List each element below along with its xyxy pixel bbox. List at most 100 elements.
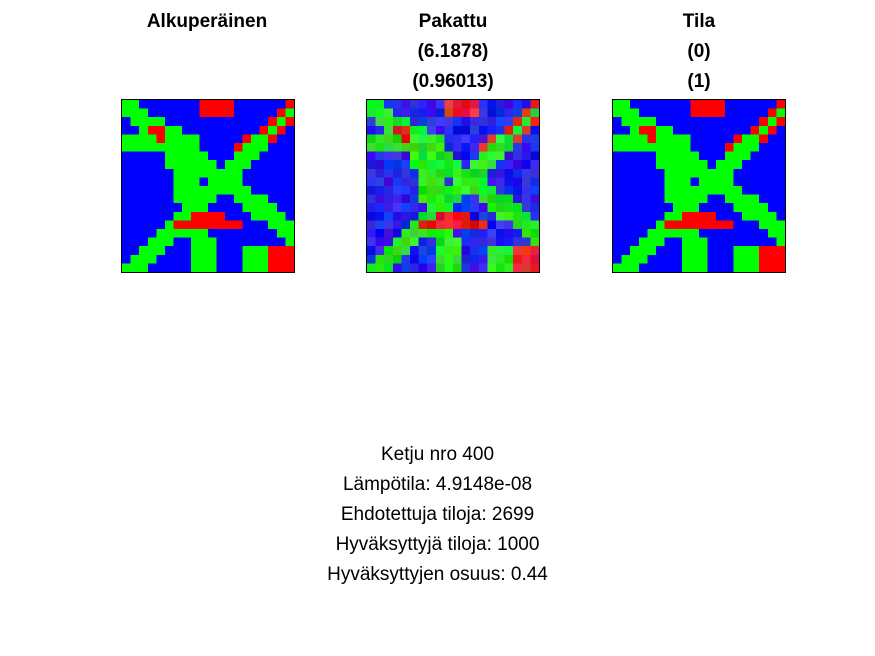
pixel-cell xyxy=(521,125,531,135)
pixel-cell xyxy=(681,134,691,144)
pixel-cell xyxy=(750,203,760,212)
pixel-cell xyxy=(122,117,131,126)
pixel-cell xyxy=(375,263,385,272)
pixel-cell xyxy=(435,229,445,238)
pixel-cell xyxy=(259,108,269,118)
pixel-cell xyxy=(461,211,471,221)
pixel-cell xyxy=(750,211,760,221)
panel-original-header: Alkuperäinen xyxy=(82,0,332,37)
pixel-cell xyxy=(513,168,522,178)
pixel-cell xyxy=(225,194,234,204)
proposed-states: Ehdotettuja tiloja: 2699 xyxy=(340,504,535,525)
pixel-cell xyxy=(444,194,454,204)
pixel-cell xyxy=(656,108,665,118)
pixel-cell xyxy=(733,211,743,221)
pixel-cell xyxy=(647,194,657,204)
pixel-cell xyxy=(251,211,260,221)
pixel-cell xyxy=(375,211,385,221)
pixel-cell xyxy=(444,263,454,272)
pixel-cell xyxy=(733,177,743,187)
pixel-cell xyxy=(242,220,252,230)
pixel-cell xyxy=(690,160,700,169)
pixel-cell xyxy=(470,246,479,255)
pixel-cell xyxy=(165,117,174,126)
pixel-cell xyxy=(750,117,760,126)
pixel-cell xyxy=(621,143,631,152)
pixel-cell xyxy=(733,229,743,238)
pixel-cell xyxy=(759,203,768,212)
pixel-cell xyxy=(242,186,252,195)
pixel-cell xyxy=(767,125,777,135)
pixel-cell xyxy=(242,168,252,178)
pixel-cell xyxy=(630,117,639,126)
pixel-cell xyxy=(664,194,674,204)
pixel-cell xyxy=(664,160,674,169)
pixel-cell xyxy=(410,177,419,187)
chain-number: Ketju nro 400 xyxy=(380,444,495,465)
pixel-cell xyxy=(776,237,785,247)
pixel-cell xyxy=(681,168,691,178)
pixel-cell xyxy=(410,134,419,144)
pixel-cell xyxy=(759,143,768,152)
pixel-cell xyxy=(435,186,445,195)
pixel-cell xyxy=(384,168,393,178)
pixel-cell xyxy=(750,125,760,135)
pixel-cell xyxy=(147,263,157,272)
pixel-cell xyxy=(664,237,674,247)
pixel-cell xyxy=(156,117,166,126)
pixel-cell xyxy=(259,211,269,221)
pixel-cell xyxy=(173,100,183,109)
pixel-cell xyxy=(664,254,674,264)
pixel-cell xyxy=(418,246,428,255)
pixel-cell xyxy=(156,237,166,247)
state-image xyxy=(612,99,786,273)
pixel-cell xyxy=(733,125,743,135)
pixel-cell xyxy=(699,220,708,230)
pixel-cell xyxy=(233,125,243,135)
pixel-cell xyxy=(461,168,471,178)
pixel-cell xyxy=(418,151,428,161)
pixel-cell xyxy=(690,125,700,135)
pixel-cell xyxy=(233,100,243,109)
pixel-cell xyxy=(418,168,428,178)
pixel-cell xyxy=(638,246,648,255)
pixel-cell xyxy=(444,125,454,135)
pixel-cell xyxy=(690,108,700,118)
pixel-cell xyxy=(418,186,428,195)
pixel-cell xyxy=(504,108,514,118)
pixel-cell xyxy=(375,100,385,109)
pixel-cell xyxy=(647,160,657,169)
pixel-cell xyxy=(767,117,777,126)
pixel-cell xyxy=(647,108,657,118)
pixel-cell xyxy=(716,125,725,135)
pixel-cell xyxy=(673,160,682,169)
pixel-cell xyxy=(750,151,760,161)
panel-compressed-value-2: (0.96013) xyxy=(412,71,494,92)
pixel-cell xyxy=(724,168,734,178)
pixel-cell xyxy=(251,177,260,187)
pixel-cell xyxy=(733,143,743,152)
pixel-cell xyxy=(470,237,479,247)
pixel-cell xyxy=(367,108,376,118)
pixel-cell xyxy=(733,203,743,212)
pixel-cell xyxy=(208,194,217,204)
pixel-cell xyxy=(513,143,522,152)
pixel-cell xyxy=(742,263,751,272)
pixel-cell xyxy=(759,237,768,247)
acceptance-ratio: Hyväksyttyjen osuus: 0.44 xyxy=(327,564,548,585)
pixel-cell xyxy=(690,151,700,161)
pixel-cell xyxy=(767,186,777,195)
pixel-cell xyxy=(122,237,131,247)
pixel-cell xyxy=(190,125,200,135)
pixel-cell xyxy=(513,237,522,247)
pixel-cell xyxy=(504,203,514,212)
pixel-cell xyxy=(182,100,191,109)
pixel-cell xyxy=(724,186,734,195)
pixel-cell xyxy=(233,108,243,118)
pixel-cell xyxy=(122,211,131,221)
pixel-cell xyxy=(681,151,691,161)
pixel-cell xyxy=(487,211,497,221)
pixel-cell xyxy=(530,134,539,144)
pixel-cell xyxy=(208,229,217,238)
pixel-cell xyxy=(478,229,488,238)
